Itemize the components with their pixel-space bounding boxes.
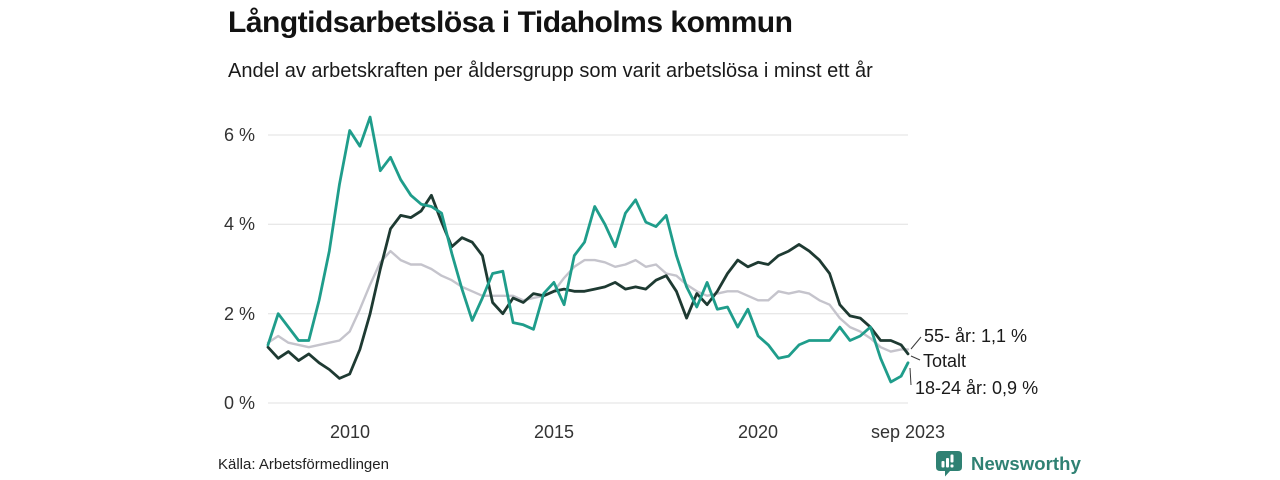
x-tick-label-2020: 2020 xyxy=(737,422,779,442)
chart-subtitle: Andel av arbetskraften per åldersgrupp s… xyxy=(228,60,873,82)
y-tick-label-4%: 4 % xyxy=(223,214,255,234)
leader-55-ar xyxy=(910,336,922,350)
series-line-18-24-ar xyxy=(266,115,910,384)
x-tick-label-2015: 2015 xyxy=(533,422,575,442)
newsworthy-logo-text: Newsworthy xyxy=(971,452,1081,474)
newsworthy-logo: Newsworthy xyxy=(935,450,1081,477)
x-tick-label-sep-2023: sep 2023 xyxy=(870,422,946,442)
source-note: Källa: Arbetsförmedlingen xyxy=(218,456,389,473)
end-label-55-ar: 55- år: 1,1 % xyxy=(924,326,1028,346)
series-line-totalt xyxy=(266,249,910,353)
x-tick-label-2010: 2010 xyxy=(329,422,371,442)
y-tick-label-0%: 0 % xyxy=(223,393,255,413)
y-tick-label-6%: 6 % xyxy=(223,125,255,145)
y-tick-label-2%: 2 % xyxy=(223,304,255,324)
end-label-18-24-ar: 18-24 år: 0,9 % xyxy=(915,378,1039,398)
end-label-totalt: Totalt xyxy=(923,351,967,371)
chart-title: Långtidsarbetslösa i Tidaholms kommun xyxy=(228,6,793,39)
leader-18-24-ar xyxy=(909,367,912,386)
newsworthy-logo-icon xyxy=(936,451,962,477)
leader-totalt xyxy=(910,355,921,361)
series-line-55-ar xyxy=(266,193,910,380)
